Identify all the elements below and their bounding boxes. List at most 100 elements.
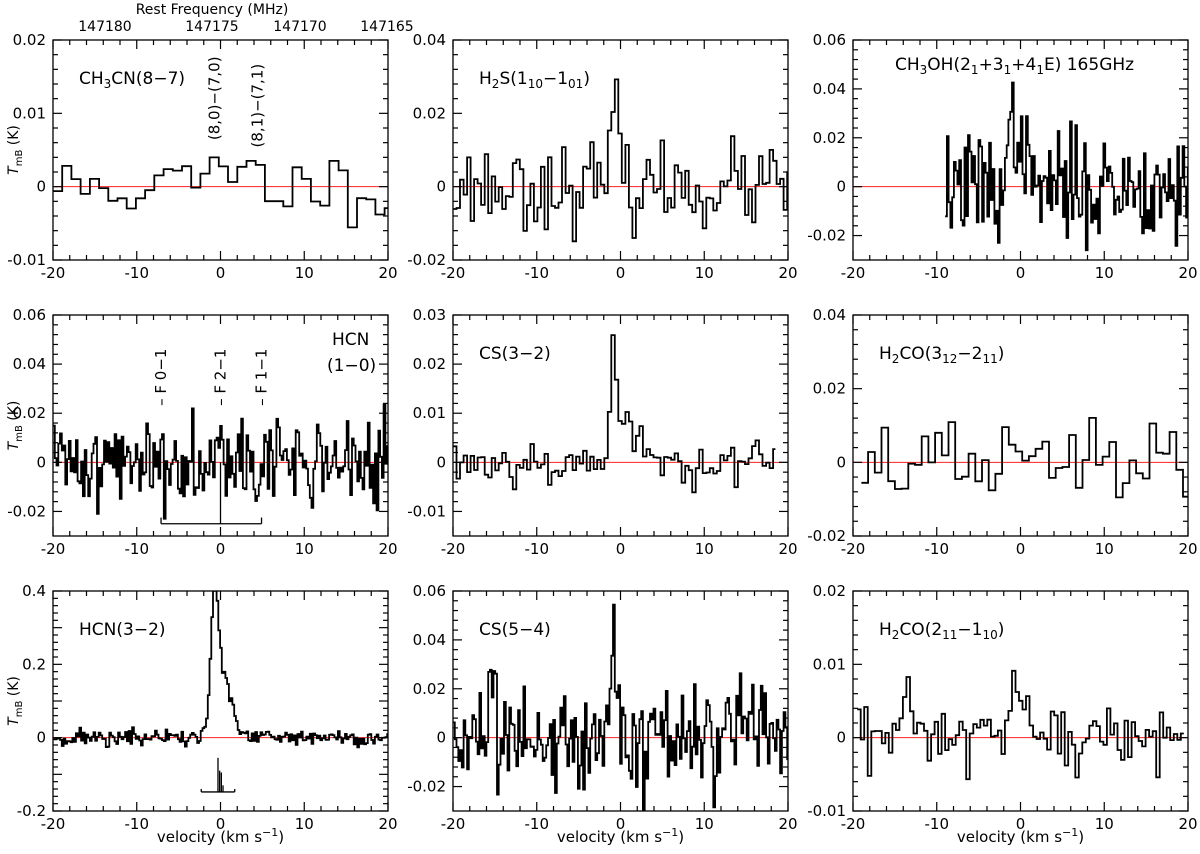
- y-tick-label: -0.2: [17, 802, 46, 820]
- component-annotation: (8,1)−(7,1): [248, 64, 266, 148]
- y-tick-label: 0.06: [413, 582, 446, 600]
- y-tick-label: 0.03: [413, 306, 446, 324]
- x-tick-label: 20: [378, 815, 397, 833]
- y-tick-label: -0.02: [407, 778, 446, 796]
- molecule-label: H2S(110−101): [479, 69, 590, 91]
- rest-frequency-tick: 147170: [273, 19, 326, 35]
- x-tick-label: -20: [41, 540, 66, 558]
- y-axis-label: TmB (K): [6, 125, 25, 175]
- molecule-label: CH3OH(21+31+41E) 165GHz: [895, 55, 1134, 77]
- spectrum-line: [861, 417, 1188, 499]
- x-tick-label: 20: [378, 540, 397, 558]
- hyperfine-label: – F 2−1: [212, 349, 230, 406]
- x-tick-label: -20: [41, 815, 66, 833]
- x-tick-label: 10: [695, 815, 714, 833]
- y-tick-label: -0.02: [7, 502, 46, 520]
- x-axis-label: velocity (km s−1): [957, 826, 1084, 846]
- x-tick-label: 10: [295, 264, 314, 282]
- x-axis-label: velocity (km s−1): [157, 826, 284, 846]
- spectrum-panel: -20 -10 0 10 20 -0.02 0 0.02 0.04 0.06 CH3OH(21+31…: [807, 31, 1197, 282]
- y-tick-label: 0.01: [13, 104, 46, 122]
- x-tick-label: 20: [1178, 815, 1197, 833]
- y-axis-label: TmB (K): [6, 676, 25, 726]
- x-tick-label: 20: [778, 815, 797, 833]
- spectrum-panel: -20 -10 0 10 20 -0.01 0 0.01 0.02 0.03 CS(3−2): [407, 306, 797, 558]
- x-tick-label: 10: [1095, 815, 1114, 833]
- y-tick-label: 0: [836, 729, 846, 747]
- x-tick-label: 10: [695, 264, 714, 282]
- hyperfine-label: – F 0−1: [152, 349, 170, 406]
- x-tick-label: -20: [441, 815, 466, 833]
- y-tick-label: 0: [36, 453, 46, 471]
- spectrum-line: [53, 156, 388, 229]
- rest-frequency-tick: 147180: [78, 19, 131, 35]
- x-tick-label: 0: [1016, 264, 1026, 282]
- x-tick-label: -20: [841, 264, 866, 282]
- spectrum-line: [53, 591, 388, 749]
- x-tick-label: -10: [525, 264, 550, 282]
- y-tick-label: 0.01: [813, 655, 846, 673]
- y-tick-label: 0.02: [13, 31, 46, 49]
- x-tick-label: 0: [216, 264, 226, 282]
- y-tick-label: 0.02: [813, 380, 846, 398]
- rest-frequency-tick: 147165: [360, 19, 413, 35]
- y-tick-label: 0.04: [813, 80, 846, 98]
- x-tick-label: -10: [125, 815, 150, 833]
- spectrum-panel: -20 -10 0 10 20 -0.02 0 0.02 0.04 0.06 velocity (k…: [407, 582, 797, 846]
- x-tick-label: -10: [125, 540, 150, 558]
- spectrum-line: [453, 78, 788, 243]
- x-tick-label: 20: [1178, 540, 1197, 558]
- x-tick-label: 0: [1016, 815, 1026, 833]
- spectrum-panel: -20 -10 0 10 20 -0.02 0 0.02 0.04 H2S(110−101): [407, 31, 797, 282]
- x-tick-label: 0: [616, 264, 626, 282]
- hyperfine-label: – F 1−1: [253, 349, 271, 406]
- y-tick-label: 0: [436, 178, 446, 196]
- x-tick-label: 20: [378, 264, 397, 282]
- x-tick-label: 10: [1095, 540, 1114, 558]
- y-tick-label: 0: [836, 178, 846, 196]
- molecule-label: HCN: [332, 330, 369, 350]
- x-tick-label: 10: [1095, 264, 1114, 282]
- molecule-label-transition: (1−0): [327, 356, 376, 376]
- x-tick-label: 10: [295, 815, 314, 833]
- x-tick-label: 10: [695, 540, 714, 558]
- x-tick-label: -10: [925, 264, 950, 282]
- rest-frequency-axis: Rest Frequency (MHz) 147180 147175 14717…: [78, 2, 413, 35]
- x-tick-label: -20: [441, 540, 466, 558]
- x-tick-label: -20: [841, 540, 866, 558]
- x-tick-label: -10: [925, 540, 950, 558]
- x-tick-label: 0: [216, 815, 226, 833]
- y-tick-label: 0.04: [413, 31, 446, 49]
- y-tick-label: 0: [36, 729, 46, 747]
- molecule-label: HCN(3−2): [79, 620, 166, 640]
- y-tick-label: -0.01: [7, 251, 46, 269]
- spectrum-panel: -20 -10 0 10 20 -0.2 0 0.2 0.4 TmB (K) velocity (k…: [6, 582, 398, 846]
- y-tick-label: 0.02: [413, 355, 446, 373]
- y-tick-label: 0: [36, 178, 46, 196]
- spectrum-line: [53, 403, 388, 520]
- molecule-label: CS(3−2): [479, 344, 551, 364]
- molecule-label: CH3CN(8−7): [79, 69, 185, 91]
- y-tick-label: 0.4: [22, 582, 46, 600]
- spectrum-panel: -20 -10 0 10 20 -0.01 0 0.01 0.02 velocity (km s−…: [807, 582, 1197, 846]
- spectrum-panel: -20 -10 0 10 20 -0.01 0 0.01 0.02 TmB (K) CH3CN(8−…: [6, 31, 398, 282]
- y-tick-label: 0.02: [413, 104, 446, 122]
- y-tick-label: 0.02: [813, 582, 846, 600]
- rest-frequency-tick: 147175: [185, 19, 238, 35]
- y-tick-label: 0.04: [813, 306, 846, 324]
- y-tick-label: -0.02: [807, 527, 846, 545]
- x-tick-label: -10: [525, 540, 550, 558]
- x-tick-label: 20: [778, 264, 797, 282]
- y-tick-label: 0.04: [13, 355, 46, 373]
- y-tick-label: -0.01: [807, 802, 846, 820]
- spectrum-line: [945, 81, 1188, 252]
- y-tick-label: -0.01: [407, 502, 446, 520]
- spectrum-line: [453, 603, 788, 811]
- component-annotation: (8,0)−(7,0): [206, 56, 224, 140]
- y-tick-label: 0.02: [13, 404, 46, 422]
- y-tick-label: 0: [836, 453, 846, 471]
- x-tick-label: 0: [616, 540, 626, 558]
- x-tick-label: -10: [125, 264, 150, 282]
- y-tick-label: 0.2: [22, 655, 46, 673]
